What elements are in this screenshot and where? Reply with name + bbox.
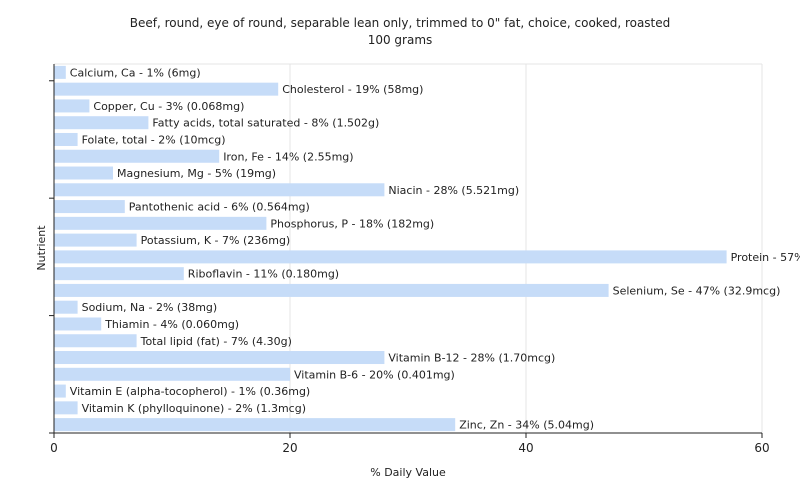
bar bbox=[54, 183, 385, 197]
bar-label: Copper, Cu - 3% (0.068mg) bbox=[93, 100, 244, 113]
bar-label: Vitamin B-12 - 28% (1.70mcg) bbox=[388, 352, 555, 365]
x-tick-label: 0 bbox=[50, 441, 58, 455]
bars bbox=[54, 65, 727, 432]
bar-labels: Calcium, Ca - 1% (6mg) Cholesterol - 19% … bbox=[70, 66, 800, 431]
bar bbox=[54, 351, 385, 365]
bar bbox=[54, 200, 125, 214]
bar-label: Potassium, K - 7% (236mg) bbox=[141, 234, 291, 247]
bar-label: Folate, total - 2% (10mcg) bbox=[82, 133, 226, 146]
bar-label: Fatty acids, total saturated - 8% (1.502… bbox=[152, 117, 379, 130]
bar-label: Phosphorus, P - 18% (182mg) bbox=[270, 217, 434, 230]
chart-title: Beef, round, eye of round, separable lea… bbox=[129, 16, 671, 30]
chart-subtitle: 100 grams bbox=[367, 33, 433, 47]
bar-label: Total lipid (fat) - 7% (4.30g) bbox=[140, 335, 292, 348]
bar bbox=[54, 317, 102, 331]
bar bbox=[54, 166, 113, 180]
y-axis-title: Nutrient bbox=[35, 225, 48, 271]
bar-label: Vitamin E (alpha-tocopherol) - 1% (0.36m… bbox=[70, 385, 310, 398]
bar-label: Thiamin - 4% (0.060mg) bbox=[104, 318, 239, 331]
x-tick-label: 60 bbox=[754, 441, 769, 455]
bar-label: Cholesterol - 19% (58mg) bbox=[282, 83, 423, 96]
bar bbox=[54, 334, 137, 348]
bar bbox=[54, 300, 78, 314]
bar bbox=[54, 250, 727, 264]
axes: 0 20 40 60 bbox=[49, 64, 770, 455]
bar bbox=[54, 267, 184, 281]
bar-label: Vitamin B-6 - 20% (0.401mg) bbox=[294, 368, 455, 381]
bar bbox=[54, 233, 137, 247]
bar-label: Vitamin K (phylloquinone) - 2% (1.3mcg) bbox=[82, 402, 306, 415]
bar-label: Iron, Fe - 14% (2.55mg) bbox=[223, 150, 353, 163]
bar-label: Protein - 57% (28.74g) bbox=[731, 251, 800, 264]
bar-label: Calcium, Ca - 1% (6mg) bbox=[70, 66, 201, 79]
bar-label: Niacin - 28% (5.521mg) bbox=[388, 184, 519, 197]
bar-label: Magnesium, Mg - 5% (19mg) bbox=[117, 167, 276, 180]
bar bbox=[54, 99, 90, 113]
bar-label: Selenium, Se - 47% (32.9mcg) bbox=[613, 284, 781, 297]
bar bbox=[54, 149, 220, 163]
bar bbox=[54, 401, 78, 415]
bar-label: Zinc, Zn - 34% (5.04mg) bbox=[459, 419, 594, 432]
bar bbox=[54, 132, 78, 146]
bar-label: Sodium, Na - 2% (38mg) bbox=[82, 301, 218, 314]
bar bbox=[54, 116, 149, 130]
bar-label: Riboflavin - 11% (0.180mg) bbox=[188, 268, 339, 281]
bar bbox=[54, 216, 267, 230]
bar bbox=[54, 367, 290, 381]
bar bbox=[54, 65, 66, 79]
x-axis-title: % Daily Value bbox=[370, 466, 446, 479]
bar-label: Pantothenic acid - 6% (0.564mg) bbox=[129, 201, 310, 214]
x-tick-label: 40 bbox=[518, 441, 533, 455]
bar bbox=[54, 384, 66, 398]
bar bbox=[54, 283, 609, 297]
bar bbox=[54, 418, 456, 432]
bar bbox=[54, 82, 279, 96]
x-tick-label: 20 bbox=[282, 441, 297, 455]
